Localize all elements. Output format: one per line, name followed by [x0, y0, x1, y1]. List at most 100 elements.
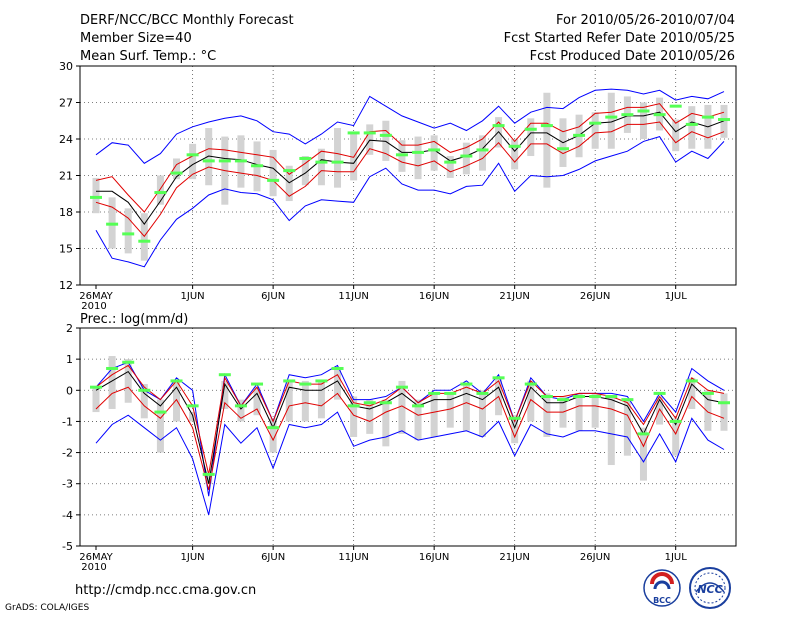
prec-member-marker	[251, 382, 264, 386]
temp-spread-box	[511, 139, 519, 170]
prec-member-marker	[412, 404, 425, 408]
temp-member-marker	[637, 109, 650, 113]
temp-spread-box	[414, 136, 422, 180]
prec-member-marker	[573, 395, 586, 399]
prec-member-marker	[331, 366, 344, 370]
prec-spread-box	[156, 399, 164, 453]
prec-member-marker	[589, 395, 602, 399]
produced-date: Fcst Produced Date 2010/05/26	[529, 49, 735, 64]
prec-mean-line	[95, 370, 725, 484]
prec-xtick-label: 26MAY	[79, 552, 113, 563]
temp-member-marker	[605, 115, 618, 119]
prec-spread-box	[108, 356, 116, 409]
prec-year-label: 2010	[81, 562, 106, 573]
prec-frame	[79, 327, 737, 547]
prec-member-marker	[685, 379, 698, 383]
temp-member-marker	[363, 131, 376, 135]
temp-xtick-label: 16JUN	[419, 291, 449, 302]
prec-upper-line	[95, 364, 725, 475]
temp-ytick-label: 30	[59, 60, 73, 73]
prec-member-marker	[138, 388, 151, 392]
prec-member-marker	[379, 401, 392, 405]
prec-member-marker	[524, 382, 537, 386]
temp-member-marker	[718, 118, 730, 122]
prec-title: Prec.: log(mm/d)	[80, 312, 188, 327]
chart-title: DERF/NCC/BCC Monthly Forecast	[80, 13, 294, 28]
temp-member-marker	[347, 131, 360, 135]
temp-year-label: 2010	[81, 301, 106, 312]
prec-spread-box	[350, 396, 358, 437]
temp-xtick-label: 1JUN	[181, 291, 205, 302]
prec-spread-box	[591, 393, 599, 428]
temp-panel: 12 15 18 21 24 27 30 26MAY 1JUN 6JUN 11JUN 16JUN 21J…	[59, 60, 737, 312]
temp-xtick-label: 11JUN	[338, 291, 368, 302]
temp-upper-line	[95, 103, 725, 213]
prec-xtick-label: 11JUN	[338, 552, 368, 563]
temp-member-marker	[701, 115, 714, 119]
prec-spread-box	[253, 387, 261, 416]
prec-spread-box	[446, 393, 454, 428]
prec-spread-box	[688, 377, 696, 409]
temp-spread-box	[430, 135, 438, 171]
prec-member-marker	[718, 401, 730, 405]
prec-lower-line	[95, 386, 725, 491]
prec-xtick-label: 6JUN	[261, 552, 285, 563]
forecast-period: For 2010/05/26-2010/07/04	[556, 13, 735, 28]
prec-ytick-label: -3	[62, 478, 73, 491]
temp-member-marker	[138, 239, 151, 243]
prec-member-marker	[218, 373, 231, 377]
prec-member-marker	[653, 391, 666, 395]
prec-spread-box	[269, 418, 277, 453]
prec-ytick-label: -1	[62, 415, 73, 428]
prec-spread-box	[140, 384, 148, 419]
temp-ytick-label: 15	[59, 243, 73, 256]
temp-spread-box	[527, 118, 535, 157]
temp-member-marker	[234, 159, 247, 163]
prec-spread-box	[543, 393, 551, 437]
prec-member-marker	[395, 385, 408, 389]
temp-spread-box	[607, 92, 615, 149]
prec-member-marker	[476, 391, 489, 395]
bcc-logo: BCC	[643, 569, 681, 607]
temp-spread-box	[639, 102, 647, 139]
prec-spread-box	[205, 474, 213, 484]
source-url[interactable]: http://cmdp.ncc.cma.gov.cn	[75, 583, 257, 598]
temp-spread-box	[672, 119, 680, 152]
prec-spread-box	[672, 418, 680, 456]
prec-member-marker	[315, 379, 328, 383]
temp-member-marker	[170, 171, 183, 175]
prec-spread-box	[237, 399, 245, 422]
temp-spread-box	[446, 156, 454, 178]
prec-member-marker	[299, 382, 312, 386]
prec-member-marker	[637, 432, 650, 436]
temp-member-marker	[524, 127, 537, 131]
prec-ytick-label: -4	[62, 509, 73, 522]
temp-member-marker	[267, 178, 280, 182]
temp-spread-box	[285, 165, 293, 202]
temp-member-marker	[122, 232, 135, 236]
ncc-logo-text: NCC	[697, 583, 722, 596]
prec-member-marker	[492, 376, 505, 380]
temp-member-marker	[106, 222, 119, 226]
temp-spread-box	[462, 142, 470, 175]
prec-spread-box	[382, 399, 390, 447]
temp-spread-box	[543, 92, 551, 188]
temp-spread-box	[205, 128, 213, 186]
temp-member-marker	[476, 148, 489, 152]
prec-member-marker	[186, 404, 199, 408]
prec-ytick-label: -5	[62, 540, 73, 553]
temp-member-marker	[283, 169, 296, 173]
temp-spread-box	[317, 148, 325, 186]
prec-min-line	[95, 411, 725, 516]
temp-frame	[79, 65, 737, 286]
prec-member-marker	[106, 366, 119, 370]
prec-member-marker	[283, 379, 296, 383]
prec-spread-box	[478, 390, 486, 437]
temp-member-marker	[186, 153, 199, 157]
prec-spread-box	[124, 359, 132, 403]
prec-member-marker	[556, 398, 569, 402]
prec-member-marker	[605, 395, 618, 399]
temp-lower-line	[95, 121, 725, 238]
temp-member-marker	[685, 122, 698, 126]
temp-member-marker	[573, 133, 586, 137]
